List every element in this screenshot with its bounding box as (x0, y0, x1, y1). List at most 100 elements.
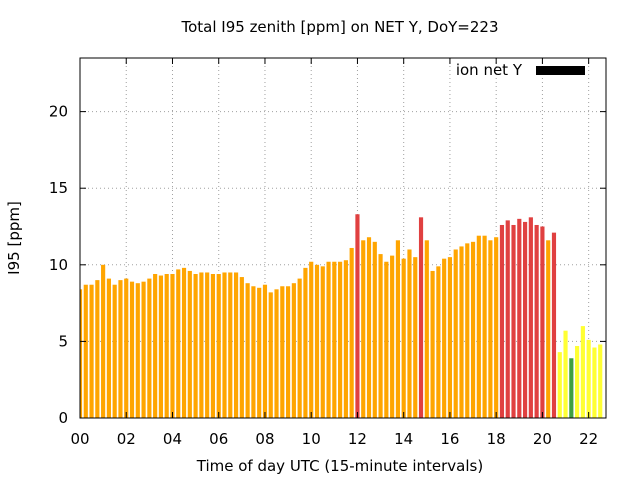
x-tick-label: 14 (394, 430, 413, 448)
bar (280, 286, 285, 418)
bar (164, 274, 169, 418)
y-tick-label: 0 (58, 409, 68, 427)
x-tick-label: 10 (302, 430, 321, 448)
y-tick-label: 5 (58, 332, 68, 350)
bar (378, 254, 383, 418)
bar (459, 246, 464, 418)
bar (187, 270, 192, 418)
bar (158, 275, 163, 418)
bar (193, 274, 198, 418)
bar (390, 255, 395, 418)
bar (274, 289, 279, 418)
bar (262, 284, 268, 418)
bar (343, 260, 348, 418)
bar (135, 283, 140, 418)
bar (540, 226, 545, 418)
bar (557, 352, 562, 418)
bar (384, 261, 389, 418)
bar (511, 224, 516, 418)
bar (153, 274, 158, 418)
bar (89, 284, 94, 418)
bar (338, 261, 343, 418)
bar (424, 240, 429, 418)
bar (447, 257, 453, 418)
bar (205, 272, 210, 418)
bar (453, 249, 458, 418)
bar (586, 339, 591, 418)
bar (118, 280, 123, 418)
bar (199, 272, 204, 418)
x-tick-label: 02 (117, 430, 136, 448)
plot-frame (79, 57, 607, 419)
bar (499, 224, 505, 418)
legend-label: ion net Y (456, 61, 523, 79)
bar (413, 257, 418, 418)
bar (106, 278, 111, 418)
bar (257, 287, 262, 418)
bar (268, 292, 273, 418)
y-tick-label: 15 (49, 179, 68, 197)
x-tick-label: 22 (579, 430, 598, 448)
bar (112, 284, 117, 418)
x-tick-label: 18 (487, 430, 506, 448)
x-tick-label: 00 (70, 430, 89, 448)
bar (210, 274, 216, 418)
bar (83, 284, 88, 418)
bar (297, 278, 302, 418)
bar (430, 270, 435, 418)
bar (303, 267, 308, 418)
x-tick-label: 06 (209, 430, 228, 448)
bar (494, 237, 499, 418)
y-tick-label: 20 (49, 103, 68, 121)
bar (366, 237, 372, 418)
bar (291, 283, 296, 418)
y-axis-label: I95 [ppm] (5, 201, 23, 275)
bar (245, 283, 250, 418)
bar (563, 330, 568, 418)
bar (216, 274, 221, 418)
axis-ticks: 0 5 10 15 20 00 02 04 06 08 10 12 14 16 18 20 22 (49, 58, 606, 448)
bar (239, 277, 244, 418)
bars (80, 214, 603, 418)
bar (436, 266, 441, 418)
bar (470, 241, 476, 418)
x-tick-label: 16 (440, 430, 459, 448)
bar (124, 278, 129, 418)
legend-swatch (536, 66, 585, 75)
bar (181, 267, 187, 418)
bar (101, 264, 106, 418)
bar (361, 240, 366, 418)
bar (551, 232, 557, 418)
bar (592, 347, 597, 418)
bar (465, 243, 470, 418)
bar (251, 286, 256, 418)
bar (534, 224, 539, 418)
bar (407, 249, 412, 418)
bar (95, 280, 100, 418)
x-tick-label: 04 (163, 430, 182, 448)
bar (528, 217, 533, 418)
bar (309, 261, 314, 418)
bar (442, 258, 447, 418)
bar (395, 240, 400, 418)
bar (569, 358, 574, 418)
x-tick-label: 08 (255, 430, 274, 448)
bar (401, 258, 406, 418)
x-tick-label: 20 (533, 430, 552, 448)
x-axis-label: Time of day UTC (15-minute intervals) (196, 457, 483, 475)
bar (517, 218, 522, 418)
bar (129, 281, 135, 418)
bar (580, 326, 585, 418)
bar (332, 261, 337, 418)
bar (228, 272, 233, 418)
bar (326, 261, 331, 418)
bar (372, 241, 377, 418)
bar (598, 344, 603, 418)
chart-title: Total I95 zenith [ppm] on NET Y, DoY=223 (180, 18, 498, 36)
legend: ion net Y (456, 61, 585, 79)
bar (505, 220, 510, 418)
bar (141, 281, 146, 418)
